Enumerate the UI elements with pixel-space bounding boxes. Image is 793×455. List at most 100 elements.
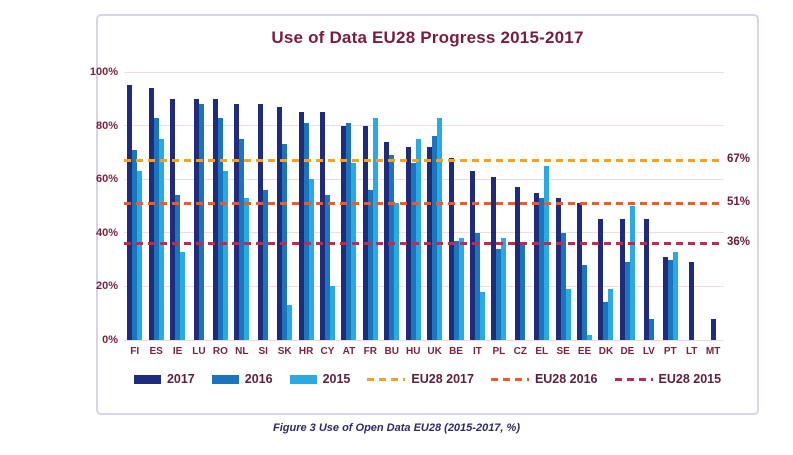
x-axis-label-hu: HU xyxy=(405,346,421,357)
figure-caption: Figure 3 Use of Open Data EU28 (2015-201… xyxy=(273,422,520,434)
x-axis-label-lt: LT xyxy=(685,346,698,357)
y-axis-tick-label: 80% xyxy=(95,119,118,132)
bar-group-mt xyxy=(702,72,723,340)
bar-group-at xyxy=(338,72,359,340)
x-axis-label-it: IT xyxy=(473,346,482,357)
legend-label: 2016 xyxy=(244,372,273,386)
x-axis-label-si: SI xyxy=(258,346,268,357)
x-axis-label-pt: PT xyxy=(663,346,677,357)
bar-2017-ee xyxy=(577,203,583,340)
bar-2016-cy xyxy=(325,195,330,340)
legend-dash-swatch xyxy=(614,377,653,381)
bars-container xyxy=(124,72,724,340)
x-axis-label-ee: EE xyxy=(577,346,592,357)
bar-2015-sk xyxy=(287,305,293,340)
y-axis-tick-label: 20% xyxy=(95,280,118,293)
legend-color-swatch xyxy=(289,374,317,384)
x-axis-label-fi: FI xyxy=(130,346,140,357)
x-axis-label-dk: DK xyxy=(598,346,614,357)
bar-2016-bu xyxy=(389,155,395,340)
bar-2017-se xyxy=(555,197,561,340)
bar-2017-cy xyxy=(320,112,325,340)
ref-line-eu28-2016: 51% xyxy=(124,196,750,208)
x-axis-label-nl: NL xyxy=(235,346,249,357)
bar-group-es xyxy=(145,72,166,340)
bar-2016-uk xyxy=(432,136,438,340)
bar-2016-si xyxy=(263,189,269,340)
legend-label: EU28 2017 xyxy=(411,372,474,386)
x-axis-label-es: ES xyxy=(149,346,163,357)
bar-2015-be xyxy=(458,238,464,340)
bar-2017-dk xyxy=(598,219,604,340)
x-axis-label-se: SE xyxy=(556,346,570,357)
bar-2015-fr xyxy=(372,117,378,340)
bar-group-cy xyxy=(317,72,338,340)
bar-2015-bu xyxy=(394,203,400,340)
bar-2015-hu xyxy=(415,139,421,340)
ref-line-eu28-2017: 67% xyxy=(124,153,750,165)
x-axis-label-ie: IE xyxy=(172,346,183,357)
bar-2017-pt xyxy=(662,256,668,340)
bar-group-uk xyxy=(424,72,445,340)
bar-2017-nl xyxy=(234,104,240,340)
bar-2016-es xyxy=(153,117,159,340)
gridline xyxy=(124,339,724,341)
bar-group-lt xyxy=(681,72,702,340)
bar-2017-el xyxy=(534,192,540,340)
legend-dash-swatch xyxy=(367,377,406,381)
gridline xyxy=(124,71,724,73)
x-axis-label-uk: UK xyxy=(427,346,442,357)
bar-2016-be xyxy=(453,240,459,340)
ref-line-eu28-2015: 36% xyxy=(124,236,750,248)
bar-2015-it xyxy=(479,291,485,340)
x-axis-label-cz: CZ xyxy=(513,346,527,357)
bar-2015-el xyxy=(544,165,550,340)
bar-2017-si xyxy=(258,104,264,340)
gridline xyxy=(124,285,724,287)
bar-2017-ie xyxy=(170,98,176,340)
chart-title: Use of Data EU28 Progress 2015-2017 xyxy=(271,28,584,47)
x-axis-label-lu: LU xyxy=(192,346,206,357)
ref-line-value-label: 36% xyxy=(727,236,751,249)
bar-2016-hr xyxy=(303,122,309,340)
bar-group-el xyxy=(531,72,552,340)
bar-group-sk xyxy=(274,72,295,340)
bar-2017-mt xyxy=(710,318,716,340)
bar-2017-lu xyxy=(193,98,199,340)
bar-2015-es xyxy=(158,139,164,340)
bar-group-pl xyxy=(488,72,509,340)
bar-group-be xyxy=(445,72,466,340)
legend-label: EU28 2016 xyxy=(534,372,598,386)
bar-2016-dk xyxy=(603,302,609,340)
legend-label: EU28 2015 xyxy=(658,372,722,386)
x-axis-label-de: DE xyxy=(620,346,635,357)
chart-frame: Use of Data EU28 Progress 2015-2017 0% 20… xyxy=(90,14,759,415)
legend-label: 2015 xyxy=(322,372,351,386)
bar-2015-fi xyxy=(137,171,143,340)
bar-2015-pl xyxy=(501,238,507,340)
bar-group-fr xyxy=(360,72,381,340)
bar-2016-fr xyxy=(367,189,373,340)
bar-2015-hr xyxy=(308,179,314,340)
bar-2017-cz xyxy=(515,187,521,340)
legend-item-2015: 2015 xyxy=(289,372,351,386)
bar-2016-pt xyxy=(667,259,673,340)
bar-2017-fi xyxy=(127,85,133,340)
bar-group-ee xyxy=(574,72,595,340)
bar-2017-bu xyxy=(384,141,390,340)
bar-2015-ee xyxy=(587,334,593,340)
bar-2016-de xyxy=(624,262,630,340)
x-axis-label-at: AT xyxy=(342,346,356,357)
bar-2017-fr xyxy=(362,125,368,340)
legend-label: 2017 xyxy=(166,372,195,386)
legend-item-2017: 2017 xyxy=(133,372,195,386)
bar-2016-lv xyxy=(648,318,654,340)
x-axis-label-sk: SK xyxy=(277,346,292,357)
bar-group-fi xyxy=(124,72,145,340)
chart-legend: 2017 2016 2015 EU28 2017 EU28 2016 EU28 2015 xyxy=(98,372,757,386)
y-axis-tick-label: 60% xyxy=(95,173,118,186)
bar-2015-de xyxy=(629,206,635,340)
bar-group-nl xyxy=(231,72,252,340)
bar-2017-at xyxy=(341,125,347,340)
